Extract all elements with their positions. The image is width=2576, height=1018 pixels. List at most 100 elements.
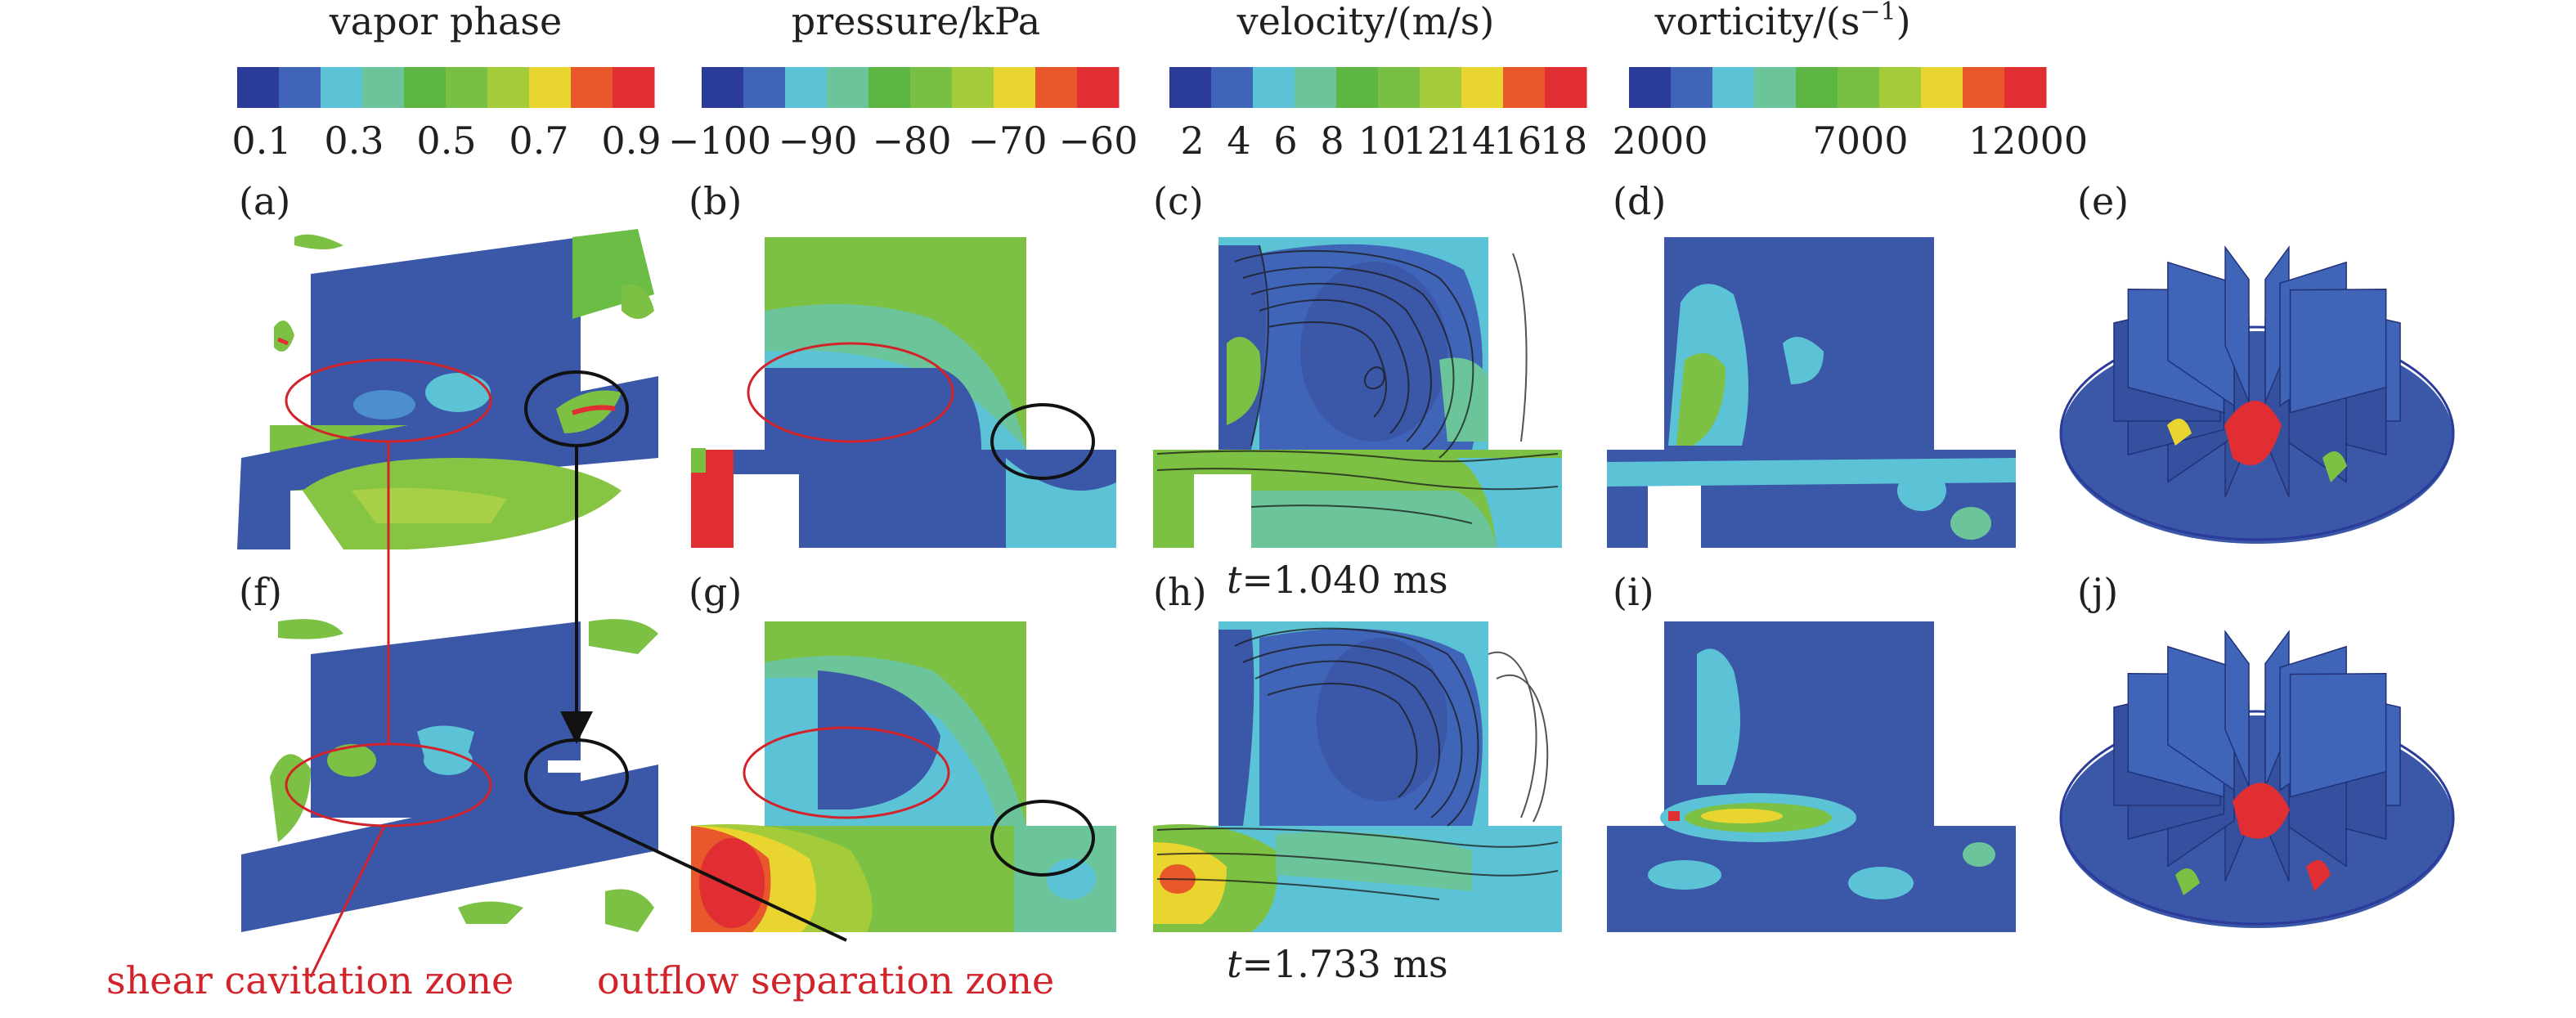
colorbar-tick: 16 [1494,119,1542,163]
colorbar-title: vorticity/(s−1) [1654,0,1910,43]
panel-label-g: (g) [689,570,742,614]
panel-e-impeller [2059,245,2455,544]
colorbar-swatch [1629,67,1672,108]
colorbar-vapor-phase: vapor phase 0.1 0.3 0.5 0.7 0.9 [231,0,661,163]
colorbar-swatch [1253,67,1295,108]
colorbar-swatch [1921,67,1963,108]
colorbar-swatch [952,67,994,108]
colorbar-swatches [237,67,655,108]
impeller-blades [2113,245,2401,497]
colorbar-swatch [1378,67,1420,108]
shear-cavitation-label: shear cavitation zone [106,958,514,1002]
colorbar-swatch [1838,67,1880,108]
colorbar-swatch [1336,67,1379,108]
colorbar-tick: 10 [1358,119,1407,163]
colorbar-tick: 0.5 [416,119,476,163]
panel-label-b: (b) [689,179,742,223]
colorbar-tick: 0.3 [324,119,384,163]
colorbar-swatch [237,67,280,108]
colorbar-tick: −70 [967,119,1047,163]
impeller-blades [2113,630,2401,881]
colorbar-tick: −60 [1058,119,1138,163]
colorbar-tick: 4 [1227,119,1250,163]
colorbar-velocity: velocity/(m/s) 2 4 6 8 10 12 14 16 18 [1169,0,1587,163]
colorbar-swatch [1963,67,2005,108]
colorbar-swatch [1295,67,1337,108]
colorbar-swatch [487,67,530,108]
colorbar-swatches [702,67,1120,108]
shear-zone-ellipse-g [743,726,950,819]
panel-c-velocity-field [1153,237,1562,548]
colorbar-swatch [404,67,447,108]
panel-label-i: (i) [1613,570,1654,614]
colorbar-pressure: pressure/kPa −100 −90 −80 −70 −60 [668,0,1138,163]
panel-j-impeller [2059,630,2455,928]
colorbar-swatch [529,67,572,108]
colorbar-swatch [1077,67,1120,108]
colorbar-swatch [868,67,911,108]
panel-label-j: (j) [2077,570,2118,614]
colorbar-swatch [1420,67,1462,108]
colorbar-swatch [1503,67,1546,108]
colorbar-swatch [1035,67,1078,108]
colorbar-swatch [702,67,744,108]
panel-i-vorticity-field [1607,621,2016,932]
outflow-leader-line [576,812,847,942]
panel-label-e: (e) [2077,179,2129,223]
colorbar-tick: −90 [778,119,857,163]
colorbar-tick: 0.9 [601,119,661,163]
colorbar-swatch [743,67,786,108]
impeller-blade [2289,289,2387,414]
colorbar-swatches [1169,67,1587,108]
colorbar-tick: 18 [1540,119,1588,163]
colorbar-swatch [1461,67,1504,108]
shear-zone-ellipse-b [747,342,954,443]
panel-label-c: (c) [1153,179,1204,223]
panel-f-vapor-field [241,619,658,932]
colorbar-tick: 8 [1320,119,1344,163]
panel-d-vorticity-field [1607,237,2016,548]
colorbar-swatch [446,67,488,108]
colorbar-swatch [910,67,953,108]
colorbar-tick: 2000 [1612,119,1708,163]
outflow-ellipse-b [990,403,1095,480]
colorbar-tick: 12000 [1968,119,2088,163]
colorbar-swatch [1211,67,1254,108]
colorbar-tick: 0.7 [509,119,568,163]
panel-b-pressure-field [691,237,1116,548]
outflow-separation-label: outflow separation zone [597,958,1054,1002]
time-label-row1: t=1.040 ms [1227,558,1448,602]
colorbar-swatch [321,67,363,108]
colorbar-swatch [1754,67,1797,108]
colorbar-swatch [1796,67,1838,108]
impeller-blade [2289,673,2387,798]
colorbar-tick: 7000 [1812,119,1908,163]
colorbar-tick: 2 [1180,119,1204,163]
colorbar-tick: 12 [1403,119,1452,163]
colorbar-swatch [827,67,869,108]
colorbar-title: vapor phase [329,0,563,43]
colorbar-swatch [1879,67,1922,108]
outflow-ellipse-g [990,800,1095,877]
colorbar-swatch [613,67,655,108]
colorbar-swatches [1629,67,2047,108]
panel-label-d: (d) [1613,179,1666,223]
panel-g-pressure-field [691,621,1116,932]
panel-label-f: (f) [239,570,282,614]
time-label-row2: t=1.733 ms [1227,942,1448,986]
panel-label-a: (a) [239,179,290,223]
impeller-blade [2224,245,2250,402]
colorbar-swatch [1671,67,1713,108]
colorbar-tick: −100 [668,119,771,163]
panel-label-h: (h) [1153,570,1207,614]
colorbar-tick: 14 [1448,119,1497,163]
colorbar-swatch [362,67,405,108]
colorbar-swatch [1712,67,1755,108]
colorbar-swatch [1545,67,1587,108]
colorbar-title: pressure/kPa [792,0,1040,43]
colorbar-swatch [785,67,828,108]
colorbar-swatch [571,67,613,108]
colorbar-swatch [1169,67,1212,108]
